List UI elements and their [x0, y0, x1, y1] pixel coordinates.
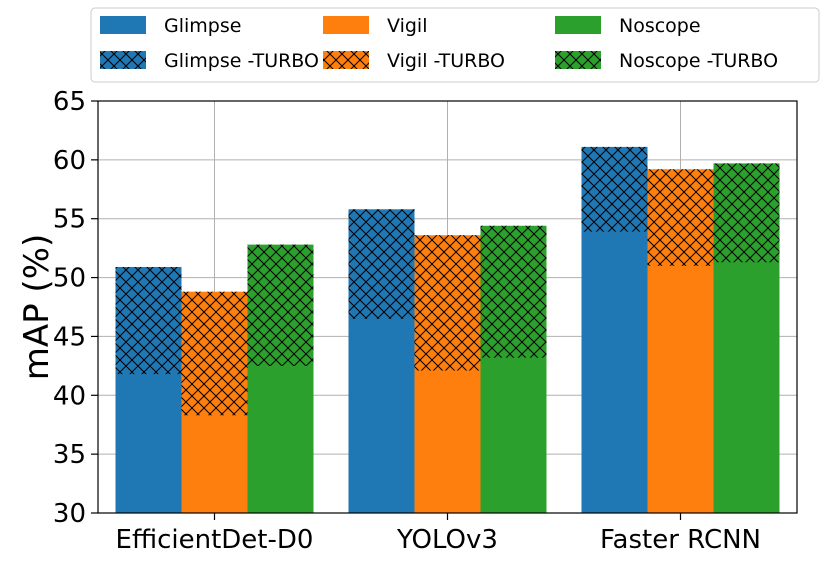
bar-noscope	[713, 262, 780, 513]
bar-glimpse	[348, 318, 415, 513]
x-tick-label: Faster RCNN	[600, 525, 761, 555]
legend-label: Vigil -TURBO	[387, 50, 505, 72]
bar-glimpse	[581, 231, 648, 514]
bar-vigil	[647, 265, 714, 513]
y-axis-label: mAP (%)	[17, 234, 57, 381]
legend-box	[90, 7, 820, 83]
y-tick-label: 65	[53, 87, 86, 117]
y-tick-label: 35	[53, 440, 86, 470]
legend-label: Noscope -TURBO	[619, 50, 778, 72]
bar-noscope	[247, 365, 314, 513]
bar-glimpse	[115, 374, 182, 513]
x-tick-label: EfficientDet-D0	[116, 525, 314, 555]
x-axis: EfficientDet-D0 YOLOv3 Faster RCNN	[116, 513, 761, 555]
legend-swatch-hatch	[323, 51, 369, 69]
y-tick-label: 60	[53, 146, 86, 176]
legend-label: Glimpse	[164, 15, 241, 37]
bar-vigil	[414, 370, 481, 513]
y-tick-label: 45	[53, 322, 86, 352]
y-axis: 30 35 40 45 50 55 60 65	[53, 87, 98, 529]
bar-noscope	[480, 357, 547, 513]
y-tick-label: 55	[53, 205, 86, 235]
legend-swatch	[555, 16, 601, 34]
legend-swatch-hatch	[100, 51, 146, 69]
legend-swatch	[100, 16, 146, 34]
legend-label: Vigil	[387, 15, 427, 37]
legend-label: Noscope	[619, 15, 701, 37]
y-tick-label: 30	[53, 499, 86, 529]
legend-label: Glimpse -TURBO	[164, 50, 319, 72]
x-tick-label: YOLOv3	[396, 525, 498, 555]
bars	[115, 146, 780, 514]
legend-swatch	[323, 16, 369, 34]
legend-swatch-hatch	[555, 51, 601, 69]
y-tick-label: 50	[53, 264, 86, 294]
legend: Glimpse Glimpse -TURBO Vigil Vigil -TURBO No…	[90, 7, 820, 83]
y-tick-label: 40	[53, 381, 86, 411]
bar-vigil	[181, 415, 248, 513]
